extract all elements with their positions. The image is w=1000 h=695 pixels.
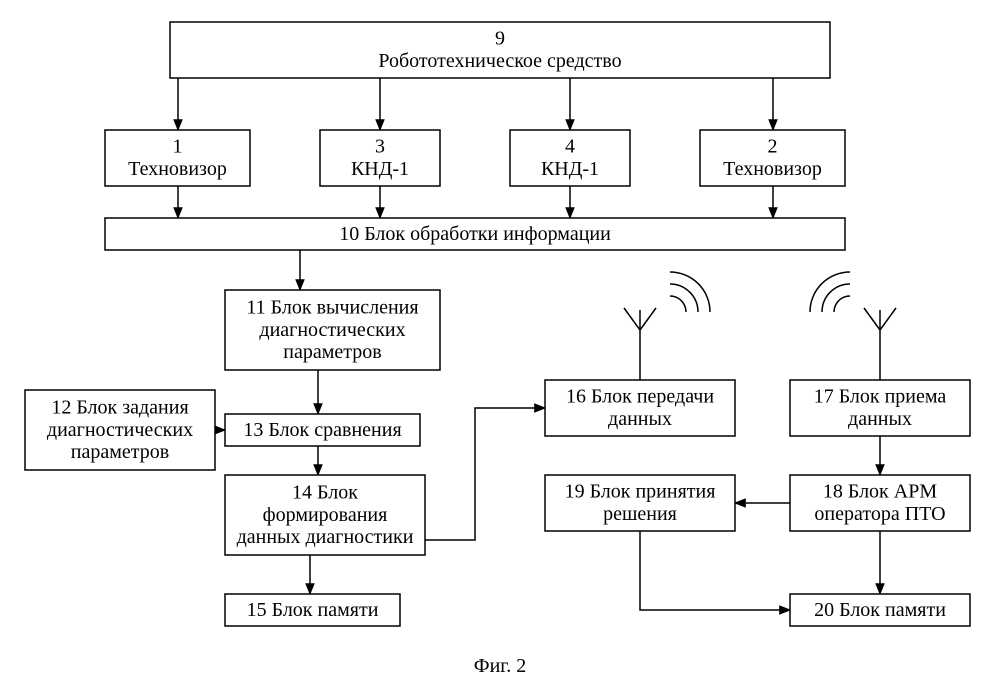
node-label: 13 Блок сравнения [243, 419, 401, 441]
node-label: 9 [495, 28, 505, 50]
node-n14: 14 Блокформированияданных диагностики [225, 475, 425, 555]
node-label: диагностических [47, 419, 193, 441]
node-n20: 20 Блок памяти [790, 594, 970, 626]
figure-caption: Фиг. 2 [474, 655, 526, 677]
node-label: 20 Блок памяти [814, 599, 946, 621]
node-n19: 19 Блок принятиярешения [545, 475, 735, 531]
node-n12: 12 Блок заданиядиагностическихпараметров [25, 390, 215, 470]
node-n11: 11 Блок вычислениядиагностическихпарамет… [225, 290, 440, 370]
node-label: Робототехническое средство [378, 50, 621, 72]
node-label: 19 Блок принятия [565, 481, 716, 503]
node-label: КНД-1 [541, 158, 599, 180]
node-label: КНД-1 [351, 158, 409, 180]
antenna-icon [810, 272, 896, 380]
node-label: 1 [173, 136, 183, 158]
node-label: формирования [263, 504, 388, 526]
node-label: диагностических [259, 319, 405, 341]
node-label: 17 Блок приема [814, 386, 947, 408]
node-n4: 4КНД-1 [510, 130, 630, 186]
node-n1: 1Техновизор [105, 130, 250, 186]
node-label: 12 Блок задания [51, 396, 188, 418]
node-n10: 10 Блок обработки информации [105, 218, 845, 250]
node-label: 10 Блок обработки информации [339, 223, 611, 245]
node-n3: 3КНД-1 [320, 130, 440, 186]
node-label: 15 Блок памяти [247, 599, 379, 621]
node-n2: 2Техновизор [700, 130, 845, 186]
node-label: оператора ПТО [814, 503, 945, 525]
node-label: Техновизор [128, 158, 227, 180]
node-n17: 17 Блок приемаданных [790, 380, 970, 436]
node-n15: 15 Блок памяти [225, 594, 400, 626]
node-label: 16 Блок передачи [566, 386, 714, 408]
node-label: решения [603, 503, 677, 525]
node-label: 3 [375, 136, 385, 158]
edge [640, 531, 790, 610]
node-label: 4 [565, 136, 575, 158]
node-label: Техновизор [723, 158, 822, 180]
node-n9: 9Робототехническое средство [170, 22, 830, 78]
node-label: данных [848, 408, 912, 430]
node-n13: 13 Блок сравнения [225, 414, 420, 446]
antenna-icon [624, 272, 710, 380]
node-label: 11 Блок вычисления [246, 296, 418, 318]
node-label: 2 [768, 136, 778, 158]
node-n18: 18 Блок АРМоператора ПТО [790, 475, 970, 531]
node-label: данных диагностики [237, 526, 414, 548]
edge [425, 408, 545, 540]
node-label: параметров [71, 441, 169, 463]
node-label: 18 Блок АРМ [823, 481, 937, 503]
node-label: 14 Блок [292, 481, 358, 503]
node-n16: 16 Блок передачиданных [545, 380, 735, 436]
node-label: данных [608, 408, 672, 430]
node-label: параметров [283, 341, 381, 363]
